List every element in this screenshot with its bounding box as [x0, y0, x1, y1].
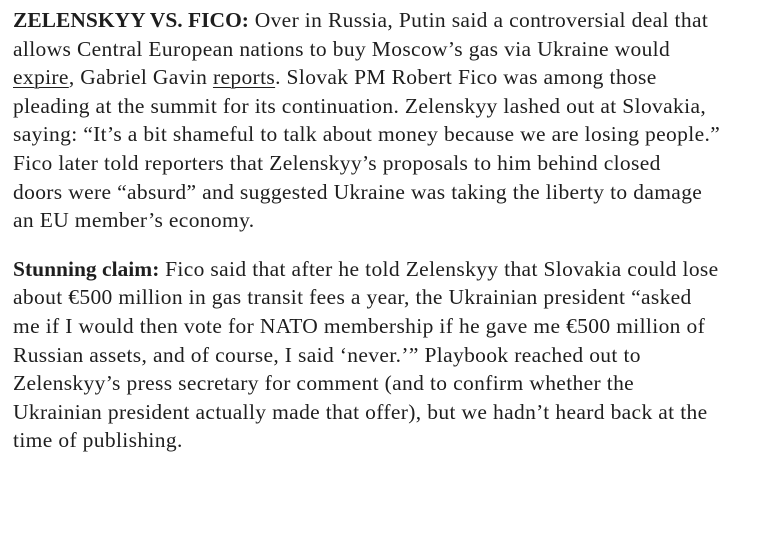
paragraph-lead: ZELENSKYY VS. FICO: — [13, 8, 249, 32]
text-segment: saying: “It’s a bit shameful to talk abo… — [13, 122, 721, 147]
text-line: expire, Gabriel Gavin reports. Slovak PM… — [13, 63, 773, 92]
text-line: ZELENSKYY VS. FICO: Over in Russia, Puti… — [13, 6, 773, 35]
text-segment: pleading at the summit for its continuat… — [13, 93, 707, 118]
text-line: me if I would then vote for NATO members… — [13, 312, 773, 341]
text-line: doors were “absurd” and suggested Ukrain… — [13, 178, 773, 207]
text-segment: an EU member’s economy. — [13, 208, 255, 233]
paragraph-lead: Stunning claim: — [13, 256, 160, 281]
text-segment: Russian assets, and of course, I said ‘n… — [13, 342, 641, 367]
text-line: Ukrainian president actually made that o… — [13, 398, 773, 427]
text-segment: doors were “absurd” and suggested Ukrain… — [13, 179, 703, 204]
text-line: pleading at the summit for its continuat… — [13, 92, 773, 121]
text-segment: Fico said that after he told Zelenskyy t… — [159, 256, 719, 281]
text-line: an EU member’s economy. — [13, 206, 773, 235]
text-segment: me if I would then vote for NATO members… — [13, 313, 706, 338]
paragraph: Stunning claim: Fico said that after he … — [13, 255, 773, 455]
text-segment: Fico later told reporters that Zelenskyy… — [13, 150, 661, 175]
text-line: about €500 million in gas transit fees a… — [13, 283, 773, 312]
text-line: Russian assets, and of course, I said ‘n… — [13, 341, 773, 370]
text-segment: time of publishing. — [13, 428, 183, 453]
link-reports[interactable]: reports — [212, 65, 276, 90]
text-line: Zelenskyy’s press secretary for comment … — [13, 369, 773, 398]
text-segment: Ukrainian president actually made that o… — [13, 399, 708, 424]
text-line: allows Central European nations to buy M… — [13, 35, 773, 64]
text-line: Stunning claim: Fico said that after he … — [13, 255, 773, 284]
text-line: saying: “It’s a bit shameful to talk abo… — [13, 120, 773, 149]
text-segment: allows Central European nations to buy M… — [13, 36, 671, 61]
text-segment: Zelenskyy’s press secretary for comment … — [13, 371, 635, 396]
text-line: Fico later told reporters that Zelenskyy… — [13, 149, 773, 178]
article-body: ZELENSKYY VS. FICO: Over in Russia, Puti… — [13, 6, 773, 455]
text-segment: . Slovak PM Robert Fico was among those — [275, 65, 657, 90]
text-segment: about €500 million in gas transit fees a… — [13, 285, 692, 310]
link-expire[interactable]: expire — [13, 65, 69, 90]
text-segment: Over in Russia, Putin said a controversi… — [248, 8, 709, 32]
text-line: time of publishing. — [13, 426, 773, 455]
paragraph: ZELENSKYY VS. FICO: Over in Russia, Puti… — [13, 6, 773, 235]
text-segment: , Gabriel Gavin — [68, 65, 213, 90]
